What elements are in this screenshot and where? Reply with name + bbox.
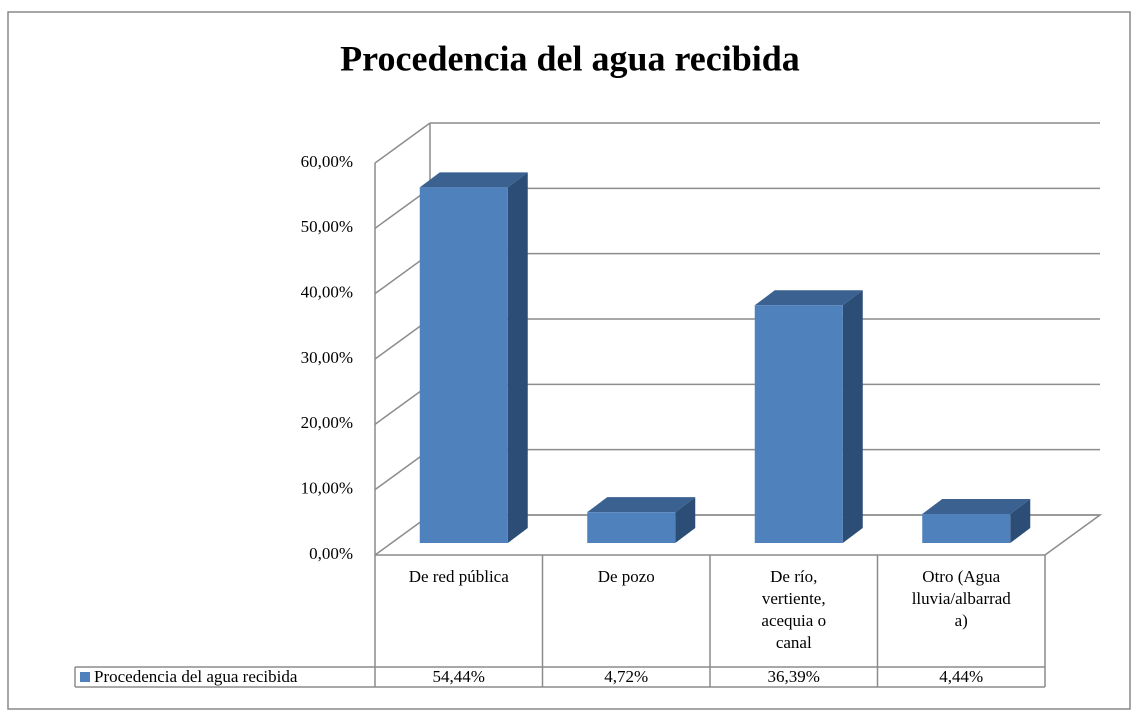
- y-tick-label: 0,00%: [309, 544, 353, 563]
- bar: [419, 187, 508, 544]
- bar: [754, 305, 843, 543]
- chart-title: Procedencia del agua recibida: [340, 38, 800, 78]
- chart-border: [7, 11, 1131, 710]
- x-tick-label: Otro (Agua lluvia/albarrada): [911, 567, 1011, 630]
- grid-line: [374, 122, 431, 164]
- bar-top: [419, 172, 528, 188]
- x-tick-label: De río, vertiente, acequia o canal: [761, 567, 827, 652]
- bar-side: [842, 290, 863, 543]
- bar-side: [1010, 498, 1031, 543]
- bar: [922, 513, 1011, 543]
- bar-top: [754, 290, 863, 306]
- y-tick-label: 10,00%: [301, 479, 353, 498]
- y-tick-label: 20,00%: [301, 413, 353, 432]
- bar-top: [922, 498, 1031, 514]
- data-label: 4,44%: [939, 667, 983, 686]
- bar: [587, 512, 676, 543]
- bar-side: [507, 172, 528, 544]
- data-label: 36,39%: [768, 667, 820, 686]
- x-tick-label: De pozo: [597, 567, 655, 586]
- y-tick-label: 60,00%: [301, 152, 353, 171]
- data-label: 54,44%: [433, 667, 485, 686]
- data-label: 4,72%: [604, 667, 648, 686]
- bar-top: [587, 497, 696, 513]
- legend-swatch: [80, 672, 90, 682]
- y-tick-label: 40,00%: [301, 283, 353, 302]
- y-tick-label: 30,00%: [301, 348, 353, 367]
- x-tick-label: De red pública: [408, 567, 509, 586]
- legend-label: Procedencia del agua recibida: [94, 667, 298, 686]
- y-tick-label: 50,00%: [301, 217, 353, 236]
- bar-side: [675, 497, 696, 543]
